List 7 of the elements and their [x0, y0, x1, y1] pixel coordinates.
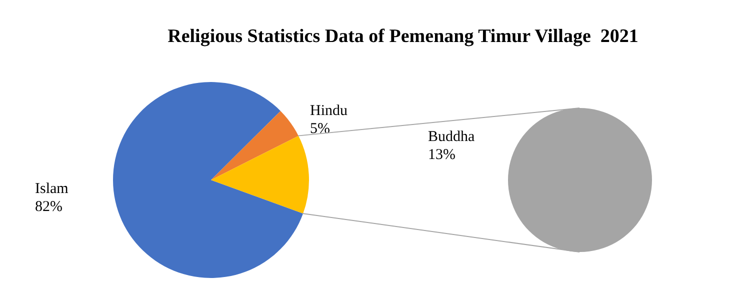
data-label: 82% — [35, 199, 62, 215]
slice-label: Islam — [35, 181, 69, 197]
text: Religious Statistics Data of Pemenang Timur Village 2021 — [168, 26, 638, 47]
slice-label: Buddha — [428, 129, 476, 145]
data-label: 5% — [310, 121, 330, 137]
data-label: 13% — [428, 147, 456, 163]
slice-label: Hindu — [310, 103, 348, 119]
